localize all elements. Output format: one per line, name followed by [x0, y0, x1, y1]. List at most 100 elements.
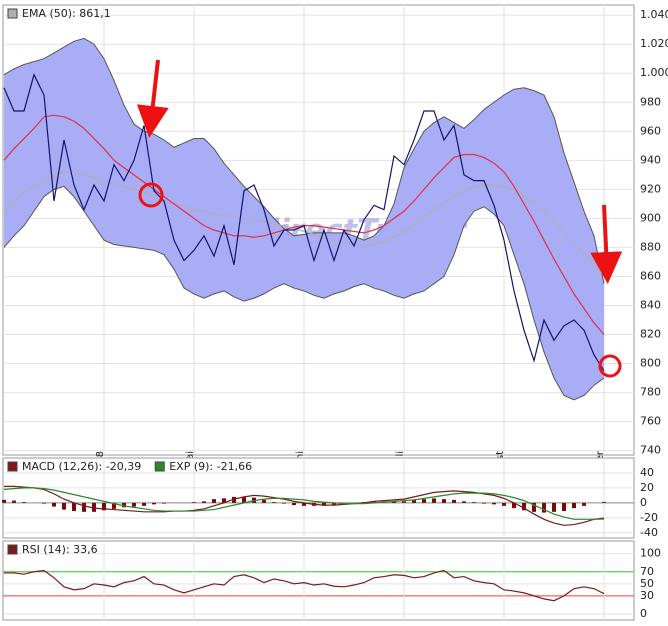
histogram-bar: [62, 502, 66, 510]
y-tick-label: 820: [640, 328, 661, 341]
histogram-bar: [412, 499, 416, 503]
y-tick-label: 0: [640, 496, 647, 509]
y-tick-label: 800: [640, 357, 661, 370]
histogram-bar: [222, 498, 226, 503]
line: [3, 487, 605, 520]
histogram-bar: [42, 502, 46, 504]
histogram-bar: [532, 502, 536, 512]
histogram-bar: [512, 502, 516, 509]
histogram-bar: [192, 502, 196, 503]
histogram-bar: [112, 502, 116, 509]
legend-label: EXP (9): -21,66: [169, 460, 252, 473]
histogram-bar: [402, 501, 406, 503]
plot: 1.040 1.020 1.000 980 960 940 920 900 880 860 840 8…: [2, 4, 668, 621]
panel: [2, 540, 635, 621]
line: [4, 485, 605, 526]
y-tick-label: 760: [640, 415, 661, 428]
histogram-bar: [2, 499, 6, 503]
y-tick-label: 780: [640, 386, 661, 399]
histogram-bar: [162, 502, 166, 504]
histogram-bar: [542, 502, 546, 513]
histogram-bar: [462, 501, 466, 503]
histogram-bar: [82, 502, 86, 512]
histogram-bar: [552, 502, 556, 512]
line: [4, 569, 605, 602]
histogram-bar: [152, 502, 156, 505]
histogram-bar: [122, 502, 126, 508]
y-tick-label: 960: [640, 124, 661, 137]
y-tick-label: 1.020: [640, 37, 668, 50]
histogram-bar: [572, 502, 576, 509]
y-tick-label: 900: [640, 211, 661, 224]
histogram-bar: [492, 502, 496, 505]
legend-swatch: [7, 544, 18, 555]
highlight-circle: [598, 354, 622, 378]
histogram-bar: [432, 498, 436, 503]
histogram-bar: [472, 502, 476, 503]
histogram-bar: [212, 499, 216, 503]
histogram-bar: [372, 501, 376, 503]
y-tick-label: 1.040: [640, 8, 668, 21]
histogram-bar: [422, 499, 426, 503]
line: [3, 72, 605, 372]
y-tick-label: 940: [640, 153, 661, 166]
legend-swatch: [7, 461, 18, 472]
histogram-bar: [302, 502, 306, 506]
histogram-bar: [562, 502, 566, 512]
y-tick-label: 980: [640, 95, 661, 108]
y-tick-label: 100: [640, 547, 661, 560]
histogram-bar: [72, 502, 76, 512]
arrow: [590, 204, 623, 284]
histogram-bar: [602, 501, 606, 503]
y-tick-label: -40: [640, 526, 658, 539]
legend-swatch: [154, 461, 165, 472]
histogram-bar: [92, 502, 96, 512]
y-tick-label: 740: [640, 444, 661, 457]
highlight-circle: [138, 182, 164, 208]
histogram-bar: [272, 502, 276, 503]
y-tick-label: 70: [640, 565, 654, 578]
legend-label: MACD (12,26): -20,39: [22, 460, 141, 473]
y-tick-label: 0: [640, 607, 647, 620]
band-upper: [3, 37, 605, 284]
band-fill: [4, 38, 604, 400]
histogram-bar: [242, 496, 246, 503]
legend-swatch: [7, 8, 18, 19]
histogram-bar: [202, 501, 206, 503]
legend-label: EMA (50): 861,1: [22, 7, 111, 20]
histogram-bar: [262, 499, 266, 503]
histogram-bar: [232, 496, 236, 503]
y-tick-label: 20: [640, 481, 654, 494]
band-lower: [3, 185, 605, 401]
histogram-bar: [582, 502, 586, 506]
line: [3, 171, 605, 276]
panel: [2, 457, 635, 539]
y-tick-label: 880: [640, 240, 661, 253]
histogram-bar: [392, 501, 396, 503]
histogram-bar: [52, 502, 56, 507]
histogram-bar: [452, 499, 456, 503]
arrow: [136, 59, 169, 138]
y-tick-label: 920: [640, 182, 661, 195]
histogram-bar: [502, 502, 506, 506]
histogram-bar: [442, 499, 446, 503]
histogram-bar: [322, 502, 326, 506]
histogram-bar: [102, 502, 106, 511]
y-tick-label: -20: [640, 511, 658, 524]
annotations: [136, 59, 623, 378]
y-tick-label: 30: [640, 589, 654, 602]
y-tick-label: 840: [640, 298, 661, 311]
histogram-bar: [142, 502, 146, 506]
histogram-bar: [292, 502, 296, 506]
histogram-bar: [22, 502, 26, 503]
legend-label: RSI (14): 33,6: [22, 543, 98, 556]
histogram-bar: [12, 500, 16, 503]
histogram-bar: [482, 502, 486, 504]
y-tick-label: 50: [640, 577, 654, 590]
y-tick-label: 860: [640, 269, 661, 282]
y-tick-label: 1.000: [640, 66, 668, 79]
histogram-bar: [132, 502, 136, 507]
histogram-bar: [332, 502, 336, 506]
y-tick-label: 40: [640, 466, 654, 479]
histogram-bar: [282, 502, 286, 504]
